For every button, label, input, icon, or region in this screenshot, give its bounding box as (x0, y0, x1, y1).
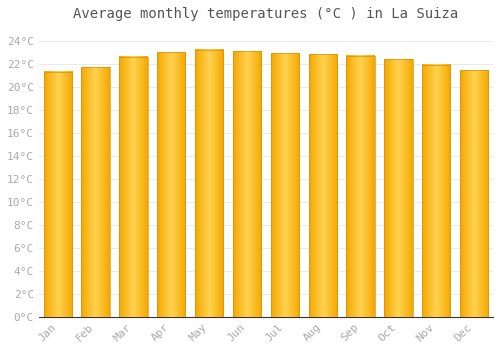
Bar (82, 67, 110, 317)
Bar (195, 50, 224, 317)
Bar (119, 57, 148, 317)
Bar (308, 54, 337, 317)
Bar (44, 72, 72, 317)
Bar (346, 56, 375, 317)
Bar (233, 51, 261, 317)
Bar (157, 52, 186, 317)
Title: Average monthly temperatures (°C ) in La Suiza: Average monthly temperatures (°C ) in La… (74, 7, 458, 21)
Bar (270, 53, 299, 317)
Bar (422, 65, 450, 317)
Bar (384, 59, 412, 317)
Bar (460, 70, 488, 317)
